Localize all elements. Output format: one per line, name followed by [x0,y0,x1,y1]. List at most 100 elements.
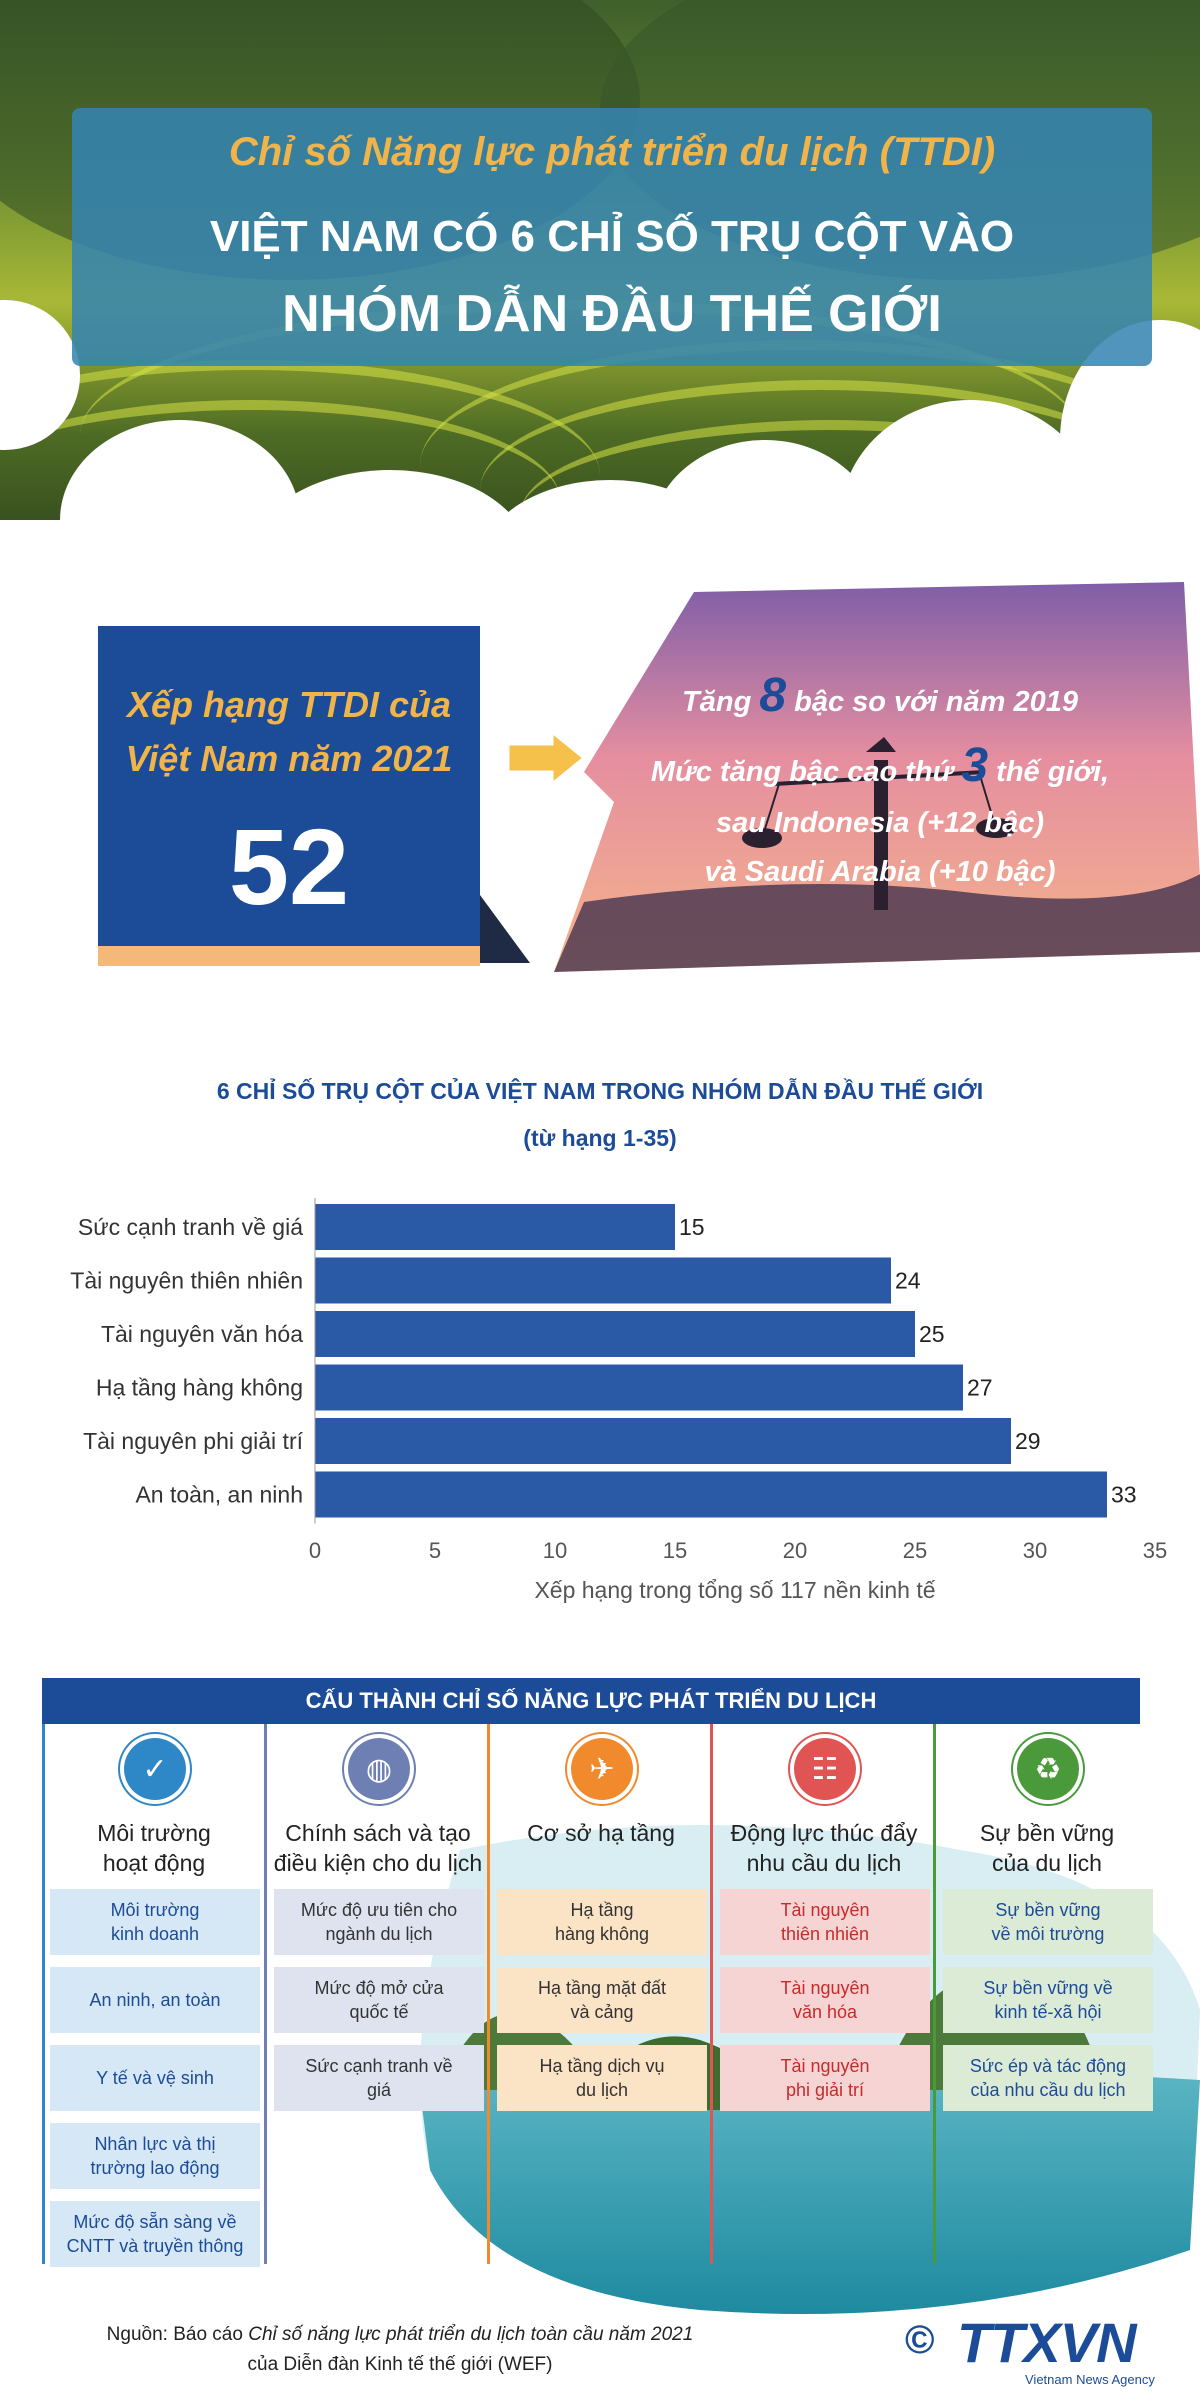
component-item: Hạ tầng dịch vụ du lịch [497,2045,707,2111]
bar [315,1311,915,1357]
component-title: Môi trường hoạt động [42,1818,266,1878]
category-label: Tài nguyên thiên nhiên [70,1268,303,1294]
data-label: 33 [1111,1482,1137,1508]
component-item-text: Nhân lực và thị [94,2134,216,2154]
highlight-line2-prefix: Mức tăng bậc cao thứ [650,756,962,788]
component-title-line2: của du lịch [992,1850,1102,1876]
components-heading: CẤU THÀNH CHỈ SỐ NĂNG LỰC PHÁT TRIỂN DU … [42,1678,1140,1724]
column-divider [42,1724,45,2264]
x-tick-label: 30 [1023,1538,1047,1563]
data-label: 29 [1015,1428,1041,1454]
component-item-text: và cảng [570,2002,634,2022]
highlight-line1-suffix: bậc so với năm 2019 [786,686,1078,718]
arrow-right-icon [506,728,586,788]
component-item: An ninh, an toàn [50,1967,260,2033]
data-label: 25 [919,1321,945,1347]
component-title: Cơ sở hạ tầng [489,1818,713,1848]
component-item-text: Sự bền vững [995,1900,1101,1920]
component-item: Sự bền vững về môi trường [943,1889,1153,1955]
data-label: 15 [679,1214,705,1240]
component-item-text: phi giải trí [785,2080,865,2100]
x-tick-label: 0 [309,1538,321,1563]
category-label: Tài nguyên văn hóa [101,1321,303,1347]
component-column: ◍ Chính sách và tạo điều kiện cho du lịch M… [266,1724,490,2264]
ranking-label-line1: Xếp hạng TTDI của [126,684,452,725]
x-axis-title: Xếp hạng trong tổng số 117 nền kinh tế [534,1577,935,1603]
x-tick-label: 15 [663,1538,687,1563]
component-item-text: Hạ tầng dịch vụ [539,2056,665,2076]
component-item-text: Sức cạnh tranh về [305,2056,453,2076]
source-report-title: Chỉ số năng lực phát triển du lịch toàn … [248,2324,694,2345]
component-title-line2: điều kiện cho du lịch [273,1850,483,1876]
component-item: Tài nguyên thiên nhiên [720,1889,930,1955]
component-item-text: Mức độ mở cửa [314,1978,444,1998]
component-item-text: Tài nguyên [780,2056,870,2076]
component-item: Tài nguyên phi giải trí [720,2045,930,2111]
bar [315,1471,1107,1518]
component-item-text: Sức ép và tác động [969,2056,1127,2076]
ranking-value: 52 [228,806,350,927]
component-item-text: thiên nhiên [780,1924,870,1944]
highlight-rank-increase: 8 [759,669,787,722]
chart-subtitle: (từ hạng 1-35) [523,1125,677,1151]
highlight-line1-prefix: Tăng [682,686,760,718]
component-title: Sự bền vững của du lịch [935,1818,1159,1878]
ticket-icon: ☷ [794,1738,856,1800]
component-item-text: Sự bền vững về [983,1978,1113,1998]
component-item-text: Hạ tầng mặt đất [537,1978,667,1998]
source-prefix: Nguồn: Báo cáo [106,2324,249,2345]
column-divider [487,1724,490,2264]
component-column: ♻ Sự bền vững của du lịch Sự bền vững về môi… [935,1724,1159,2264]
source-line1: Nguồn: Báo cáo Chỉ số năng lực phát triể… [40,2320,760,2350]
logo-wordmark: TTXVN [957,2311,1137,2374]
component-item-text: kinh doanh [110,1924,200,1944]
page-title-line1: VIỆT NAM CÓ 6 CHỈ SỐ TRỤ CỘT VÀO [209,212,1015,261]
ranking-label-line2: Việt Nam năm 2021 [125,738,453,779]
bar [315,1364,963,1411]
highlight-line2-suffix: thế giới, [988,756,1110,788]
highlight-world-position: 3 [961,739,989,792]
component-item-text: về môi trường [991,1924,1105,1944]
component-title-line1: Cơ sở hạ tầng [527,1820,675,1846]
category-label: Hạ tầng hàng không [96,1375,303,1401]
component-item-text: giá [366,2080,391,2100]
ranking-box-shadow [480,895,530,963]
component-column: ☷ Động lực thúc đẩy nhu cầu du lịch Tài ngu… [712,1724,936,2264]
component-item: Hạ tầng mặt đất và cảng [497,1967,707,2033]
recycle-icon: ♻ [1017,1738,1079,1800]
page-title-line2: NHÓM DẪN ĐẦU THẾ GIỚI [282,285,942,343]
bar-chart: Sức cạnh tranh về giá 15 Tài nguyên thiên … [70,1198,1167,1603]
component-title-line1: Sự bền vững [979,1820,1115,1846]
component-title: Động lực thúc đẩy nhu cầu du lịch [712,1818,936,1878]
component-title-line1: Động lực thúc đẩy [730,1820,918,1846]
component-item-text: CNTT và truyền thông [66,2236,244,2256]
component-item-text: Mức độ sẵn sàng về [73,2212,237,2232]
logo-tagline: Vietnam News Agency [1025,2372,1155,2387]
component-column: ✈ Cơ sở hạ tầng Hạ tầng hàng không Hạ tầng m… [489,1724,713,2264]
bar [315,1204,675,1250]
x-tick-label: 10 [543,1538,567,1563]
ranking-box-underline [98,946,480,966]
copyright-icon: © [905,2318,935,2362]
component-item: Mức độ ưu tiên cho ngành du lịch [274,1889,484,1955]
globe-icon: ◍ [348,1738,410,1800]
chart-title: 6 CHỈ SỐ TRỤ CỘT CỦA VIỆT NAM TRONG NHÓM… [216,1078,984,1104]
component-item-text: quốc tế [349,2002,409,2022]
source-note: Nguồn: Báo cáo Chỉ số năng lực phát triể… [40,2320,760,2380]
highlight-line2: Mức tăng bậc cao thứ 3 thế giới, [600,738,1160,793]
component-item-text: du lịch [575,2080,628,2100]
component-column: ✓ Môi trường hoạt động Môi trường kinh doanh… [42,1724,266,2267]
category-label: Tài nguyên phi giải trí [83,1428,304,1454]
component-title-line1: Môi trường [97,1820,211,1846]
component-item: Môi trường kinh doanh [50,1889,260,1955]
component-item: Hạ tầng hàng không [497,1889,707,1955]
bar [315,1418,1011,1464]
component-title-line2: hoạt động [102,1850,206,1876]
component-item-text: của nhu cầu du lịch [970,2080,1126,2100]
component-item-text: kinh tế-xã hội [994,2002,1102,2022]
ranking-label: Xếp hạng TTDI của Việt Nam năm 2021 [98,678,480,786]
component-item: Sức ép và tác động của nhu cầu du lịch [943,2045,1153,2111]
component-title-line1: Chính sách và tạo [285,1820,471,1846]
ttxvn-logo: © TTXVN Vietnam News Agency [905,2310,1165,2390]
airport-icon: ✈ [571,1738,633,1800]
